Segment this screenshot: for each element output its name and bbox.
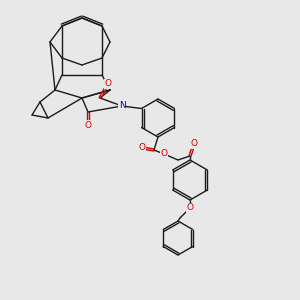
Text: O: O <box>104 80 112 88</box>
Text: O: O <box>139 143 145 152</box>
Text: O: O <box>85 121 92 130</box>
Text: O: O <box>160 149 167 158</box>
Text: N: N <box>118 101 125 110</box>
Text: O: O <box>190 140 197 148</box>
Text: O: O <box>187 203 194 212</box>
